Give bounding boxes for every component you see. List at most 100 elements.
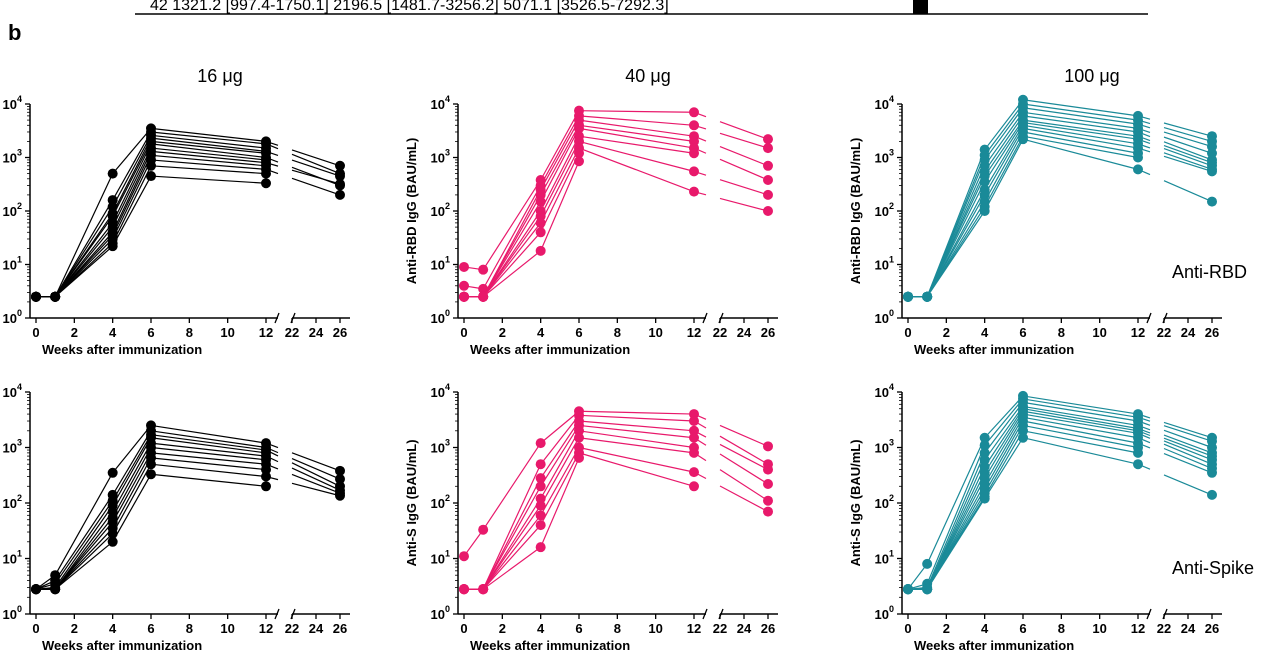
y-tick-label: 101 bbox=[875, 549, 894, 567]
data-point bbox=[574, 148, 584, 159]
series-line bbox=[578, 115, 695, 126]
y-tick-label: 100 bbox=[3, 604, 22, 622]
y-tick-label: 104 bbox=[431, 94, 450, 112]
data-point bbox=[1133, 152, 1143, 163]
data-point bbox=[535, 520, 546, 531]
x-axis-label: Weeks after immunization bbox=[914, 638, 1074, 653]
series-line bbox=[540, 141, 580, 217]
series-line bbox=[1022, 395, 1139, 415]
series-line bbox=[984, 135, 1024, 208]
x-tick-label: 24 bbox=[1181, 325, 1196, 340]
series-line bbox=[54, 206, 114, 298]
x-tick-label: 2 bbox=[499, 325, 506, 340]
series-line bbox=[578, 127, 695, 149]
y-tick-exponent: 4 bbox=[889, 94, 894, 104]
data-point bbox=[689, 148, 699, 159]
x-tick-label: 22 bbox=[285, 621, 299, 636]
series-line bbox=[1022, 135, 1139, 159]
series-line bbox=[1163, 447, 1213, 469]
table-black-box bbox=[913, 0, 928, 14]
series-line bbox=[150, 127, 267, 142]
series-line bbox=[54, 500, 114, 585]
data-point bbox=[922, 584, 933, 595]
series-line bbox=[540, 119, 580, 190]
x-tick-label: 8 bbox=[614, 325, 621, 340]
y-tick-label: 104 bbox=[3, 94, 22, 112]
series-line bbox=[150, 140, 267, 154]
y-tick-exponent: 4 bbox=[17, 94, 22, 104]
series-line bbox=[291, 153, 341, 175]
series-line bbox=[150, 430, 267, 449]
series-line bbox=[150, 159, 267, 170]
series-line bbox=[719, 197, 769, 212]
series-line bbox=[54, 505, 114, 588]
series-line bbox=[112, 425, 152, 474]
x-tick-label: 2 bbox=[71, 621, 78, 636]
series-line bbox=[1163, 429, 1213, 449]
y-tick-label: 100 bbox=[3, 308, 22, 326]
data-point bbox=[1133, 447, 1143, 458]
series-line bbox=[482, 524, 542, 590]
y-tick-label: 100 bbox=[431, 308, 450, 326]
series-line bbox=[54, 472, 114, 576]
series-line bbox=[482, 215, 542, 298]
y-tick-exponent: 1 bbox=[17, 255, 22, 265]
axis-break-mark bbox=[702, 312, 708, 324]
y-tick-label: 102 bbox=[3, 493, 22, 511]
x-tick-label: 22 bbox=[1157, 621, 1171, 636]
series-line bbox=[578, 437, 695, 454]
series-line bbox=[1163, 421, 1213, 439]
data-point bbox=[763, 143, 773, 154]
x-tick-label: 26 bbox=[333, 621, 347, 636]
series-line bbox=[984, 410, 1024, 474]
series-line bbox=[926, 498, 986, 590]
data-point bbox=[261, 168, 271, 179]
axis-break-mark bbox=[702, 608, 708, 620]
data-point bbox=[763, 206, 773, 216]
series-line bbox=[1022, 408, 1139, 430]
data-point bbox=[922, 291, 933, 302]
series-line bbox=[540, 447, 580, 516]
x-axis-label: Weeks after immunization bbox=[470, 638, 630, 653]
data-point bbox=[1018, 425, 1028, 436]
series-line bbox=[907, 563, 928, 590]
y-tick-label: 101 bbox=[3, 255, 22, 273]
series-line bbox=[540, 153, 580, 233]
series-line bbox=[984, 107, 1024, 161]
y-tick-exponent: 2 bbox=[17, 493, 22, 503]
series-line bbox=[54, 494, 114, 581]
x-tick-label: 6 bbox=[147, 325, 154, 340]
x-tick-label: 4 bbox=[109, 621, 117, 636]
series-line bbox=[1022, 121, 1139, 140]
series-line bbox=[540, 161, 580, 252]
series-line bbox=[1163, 127, 1213, 142]
series-line bbox=[482, 179, 542, 271]
data-point bbox=[335, 465, 345, 476]
series-line bbox=[1022, 416, 1139, 439]
series-line bbox=[482, 514, 542, 590]
series-line bbox=[54, 533, 114, 590]
y-tick-label: 101 bbox=[3, 549, 22, 567]
series-line bbox=[984, 115, 1024, 172]
data-point bbox=[689, 416, 699, 427]
series-line bbox=[984, 430, 1024, 497]
x-axis-label: Weeks after immunization bbox=[42, 638, 202, 653]
series-line bbox=[1022, 410, 1139, 432]
series-line bbox=[482, 498, 542, 590]
y-tick-exponent: 0 bbox=[17, 604, 22, 614]
series-line bbox=[150, 165, 267, 175]
data-point bbox=[459, 261, 469, 272]
series-line bbox=[926, 444, 986, 585]
series-line bbox=[1022, 115, 1139, 133]
data-point bbox=[535, 542, 546, 553]
series-line bbox=[926, 181, 986, 297]
x-tick-label: 12 bbox=[1131, 621, 1145, 636]
series-line bbox=[1163, 452, 1213, 474]
y-tick-exponent: 3 bbox=[889, 438, 894, 448]
series-line bbox=[719, 453, 769, 485]
series-line bbox=[112, 452, 152, 523]
data-point bbox=[1207, 489, 1217, 500]
series-line bbox=[1163, 443, 1213, 465]
series-line bbox=[578, 452, 695, 487]
